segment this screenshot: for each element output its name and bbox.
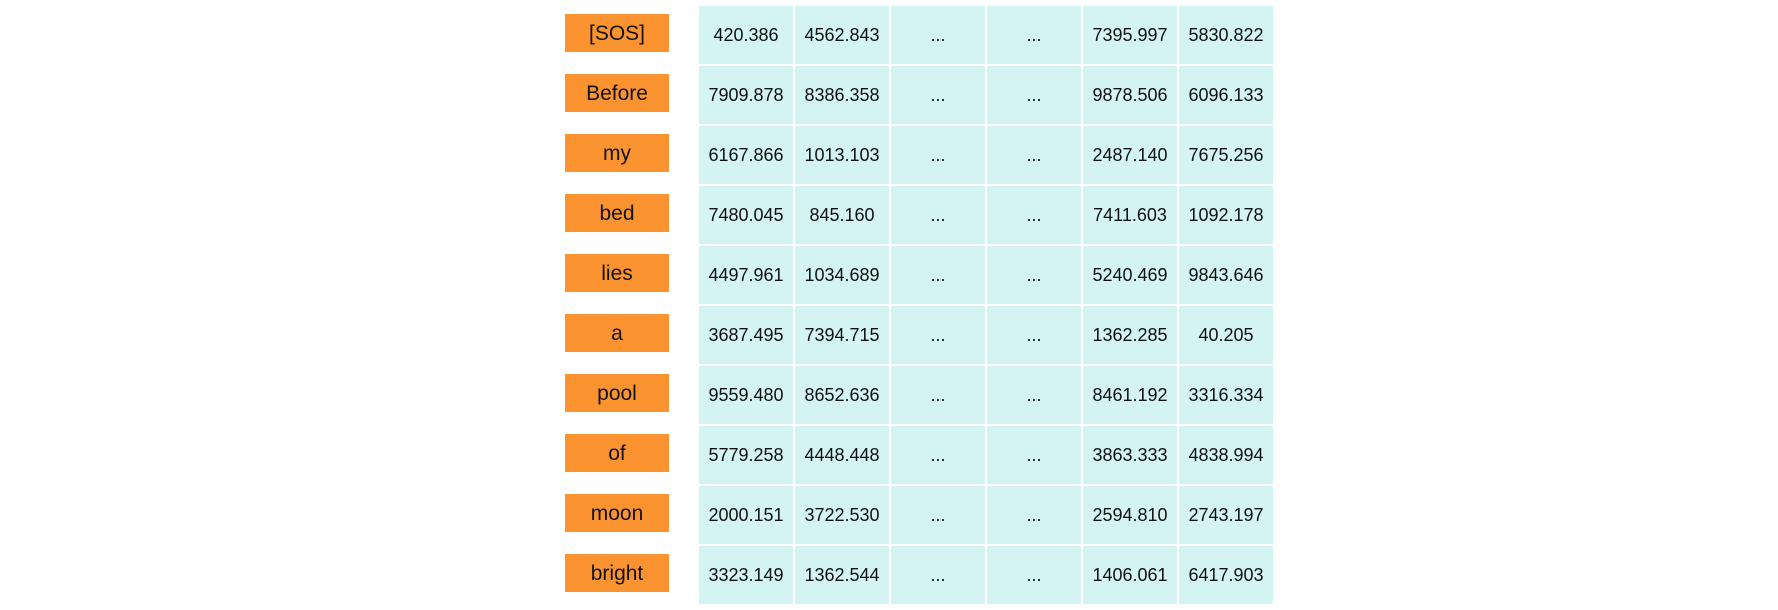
matrix-row: 6167.866 1013.103...... 2487.140 7675.256 xyxy=(699,126,1273,184)
matrix-cell: ... xyxy=(891,426,985,484)
matrix-cell: 3722.530 xyxy=(795,486,889,544)
matrix-cell: 7480.045 xyxy=(699,186,793,244)
matrix-cell: 4562.843 xyxy=(795,6,889,64)
matrix-cell: ... xyxy=(987,6,1081,64)
matrix-cell: 8461.192 xyxy=(1083,366,1177,424)
matrix-cell: 9843.646 xyxy=(1179,246,1273,304)
matrix-cell: ... xyxy=(987,366,1081,424)
matrix-cell: 8652.636 xyxy=(795,366,889,424)
matrix-cell: 9559.480 xyxy=(699,366,793,424)
token-label: pool xyxy=(565,374,669,412)
token-label: bed xyxy=(565,194,669,232)
matrix-cell: 6417.903 xyxy=(1179,546,1273,604)
matrix-cell: 3323.149 xyxy=(699,546,793,604)
matrix-row: 3323.149 1362.544...... 1406.061 6417.903 xyxy=(699,546,1273,604)
matrix-cell: 7394.715 xyxy=(795,306,889,364)
matrix-cell: 6096.133 xyxy=(1179,66,1273,124)
matrix-cell: ... xyxy=(891,126,985,184)
matrix-cell: 5830.822 xyxy=(1179,6,1273,64)
matrix-row: 9559.480 8652.636...... 8461.192 3316.334 xyxy=(699,366,1273,424)
token-label: of xyxy=(565,434,669,472)
matrix-cell: 1092.178 xyxy=(1179,186,1273,244)
token-label: [SOS] xyxy=(565,14,669,52)
matrix-cell: 4448.448 xyxy=(795,426,889,484)
matrix-row: 2000.151 3722.530...... 2594.810 2743.197 xyxy=(699,486,1273,544)
matrix-cell: 4838.994 xyxy=(1179,426,1273,484)
matrix-cell: 420.386 xyxy=(699,6,793,64)
matrix-cell: ... xyxy=(891,366,985,424)
matrix-cell: 1406.061 xyxy=(1083,546,1177,604)
matrix-cell: ... xyxy=(987,486,1081,544)
token-label: Before xyxy=(565,74,669,112)
matrix-cell: ... xyxy=(987,66,1081,124)
matrix-row: 7909.878 8386.358...... 9878.506 6096.133 xyxy=(699,66,1273,124)
matrix-cell: ... xyxy=(891,246,985,304)
matrix-cell: ... xyxy=(987,306,1081,364)
matrix-cell: ... xyxy=(987,126,1081,184)
matrix-cell: 1034.689 xyxy=(795,246,889,304)
matrix-cell: 7675.256 xyxy=(1179,126,1273,184)
token-label: moon xyxy=(565,494,669,532)
token-label: a xyxy=(565,314,669,352)
matrix-cell: 3687.495 xyxy=(699,306,793,364)
matrix-cell: ... xyxy=(987,186,1081,244)
matrix-cell: 3316.334 xyxy=(1179,366,1273,424)
matrix-cell: 7411.603 xyxy=(1083,186,1177,244)
matrix-cell: ... xyxy=(987,546,1081,604)
matrix-cell: 2487.140 xyxy=(1083,126,1177,184)
matrix-cell: 7395.997 xyxy=(1083,6,1177,64)
matrix-row: 4497.961 1034.689...... 5240.469 9843.646 xyxy=(699,246,1273,304)
token-label: my xyxy=(565,134,669,172)
matrix-cell: 8386.358 xyxy=(795,66,889,124)
matrix-cell: ... xyxy=(891,486,985,544)
token-label: bright xyxy=(565,554,669,592)
matrix-cell: ... xyxy=(987,426,1081,484)
matrix-cell: 5240.469 xyxy=(1083,246,1177,304)
matrix-cell: 5779.258 xyxy=(699,426,793,484)
matrix-cell: ... xyxy=(891,186,985,244)
matrix-cell: ... xyxy=(891,6,985,64)
matrix-cell: 7909.878 xyxy=(699,66,793,124)
matrix-cell: 9878.506 xyxy=(1083,66,1177,124)
matrix-row: 420.386 4562.843...... 7395.997 5830.822 xyxy=(699,6,1273,64)
matrix-row: 3687.495 7394.715...... 1362.285 40.205 xyxy=(699,306,1273,364)
matrix-cell: 4497.961 xyxy=(699,246,793,304)
matrix-cell: 3863.333 xyxy=(1083,426,1177,484)
matrix-cell: 6167.866 xyxy=(699,126,793,184)
matrix-cell: 2594.810 xyxy=(1083,486,1177,544)
matrix-row: 7480.045 845.160...... 7411.603 1092.178 xyxy=(699,186,1273,244)
matrix-cell: 2000.151 xyxy=(699,486,793,544)
matrix-cell: ... xyxy=(891,66,985,124)
matrix-row: 5779.258 4448.448...... 3863.333 4838.994 xyxy=(699,426,1273,484)
matrix-cell: 1362.544 xyxy=(795,546,889,604)
matrix-cell: ... xyxy=(987,246,1081,304)
matrix-cell: 845.160 xyxy=(795,186,889,244)
token-label: lies xyxy=(565,254,669,292)
matrix-cell: 2743.197 xyxy=(1179,486,1273,544)
matrix-cell: 40.205 xyxy=(1179,306,1273,364)
matrix-cell: ... xyxy=(891,546,985,604)
matrix-cell: 1013.103 xyxy=(795,126,889,184)
matrix-cell: ... xyxy=(891,306,985,364)
matrix-cell: 1362.285 xyxy=(1083,306,1177,364)
